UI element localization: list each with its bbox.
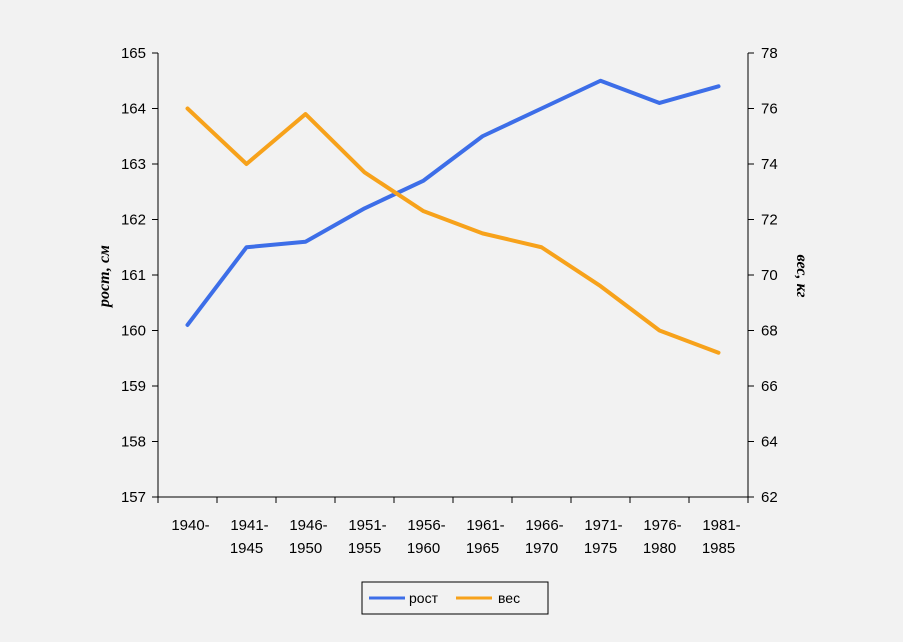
y-left-tick-label: 161	[121, 267, 146, 284]
y-left-tick-label: 160	[121, 323, 146, 340]
x-tick-label: 1971-1975	[584, 517, 623, 557]
y-left-tick-label: 158	[121, 434, 146, 451]
x-tick-label: 1981-1985	[702, 517, 741, 557]
y-right-tick-label: 76	[761, 101, 778, 118]
x-tick-label: 1941-1945	[230, 517, 269, 557]
legend: рост вес	[362, 582, 548, 614]
x-tick-label: 1951-1955	[348, 517, 387, 557]
y-axis-left-title: рост, см	[96, 245, 113, 309]
x-tick-label: 1956-1960	[407, 517, 446, 557]
x-tick-label: 1940-	[171, 517, 209, 534]
y-right-tick-label: 66	[761, 378, 778, 395]
y-left-tick-label: 165	[121, 45, 146, 62]
y-axis-right-title: вес, кг	[793, 255, 810, 298]
x-tick-label: 1966-1970	[525, 517, 564, 557]
y-right-tick-label: 62	[761, 489, 778, 506]
y-left-tick-label: 157	[121, 489, 146, 506]
series-lines	[187, 81, 718, 353]
y-right-tick-label: 64	[761, 434, 778, 451]
y-left-tick-label: 164	[121, 101, 146, 118]
y-left-tick-label: 162	[121, 212, 146, 229]
y-right-tick-label: 70	[761, 267, 778, 284]
series-line-ves	[188, 109, 719, 353]
series-line-rost	[188, 81, 719, 325]
axes: 157 158 159 160 161 162 163 164 165 62 64 66 68 70 72 7…	[121, 45, 778, 557]
y-left-tick-label: 163	[121, 156, 146, 173]
y-right-tick-label: 68	[761, 323, 778, 340]
legend-label-rost: рост	[409, 590, 439, 606]
y-left-tick-label: 159	[121, 378, 146, 395]
y-right-tick-label: 78	[761, 45, 778, 62]
y-right-tick-label: 72	[761, 212, 778, 229]
legend-label-ves: вес	[498, 590, 520, 606]
x-tick-label: 1961-1965	[466, 517, 505, 557]
y-right-tick-label: 74	[761, 156, 778, 173]
x-tick-label: 1946-1950	[289, 517, 328, 557]
x-tick-label: 1976-1980	[643, 517, 682, 557]
